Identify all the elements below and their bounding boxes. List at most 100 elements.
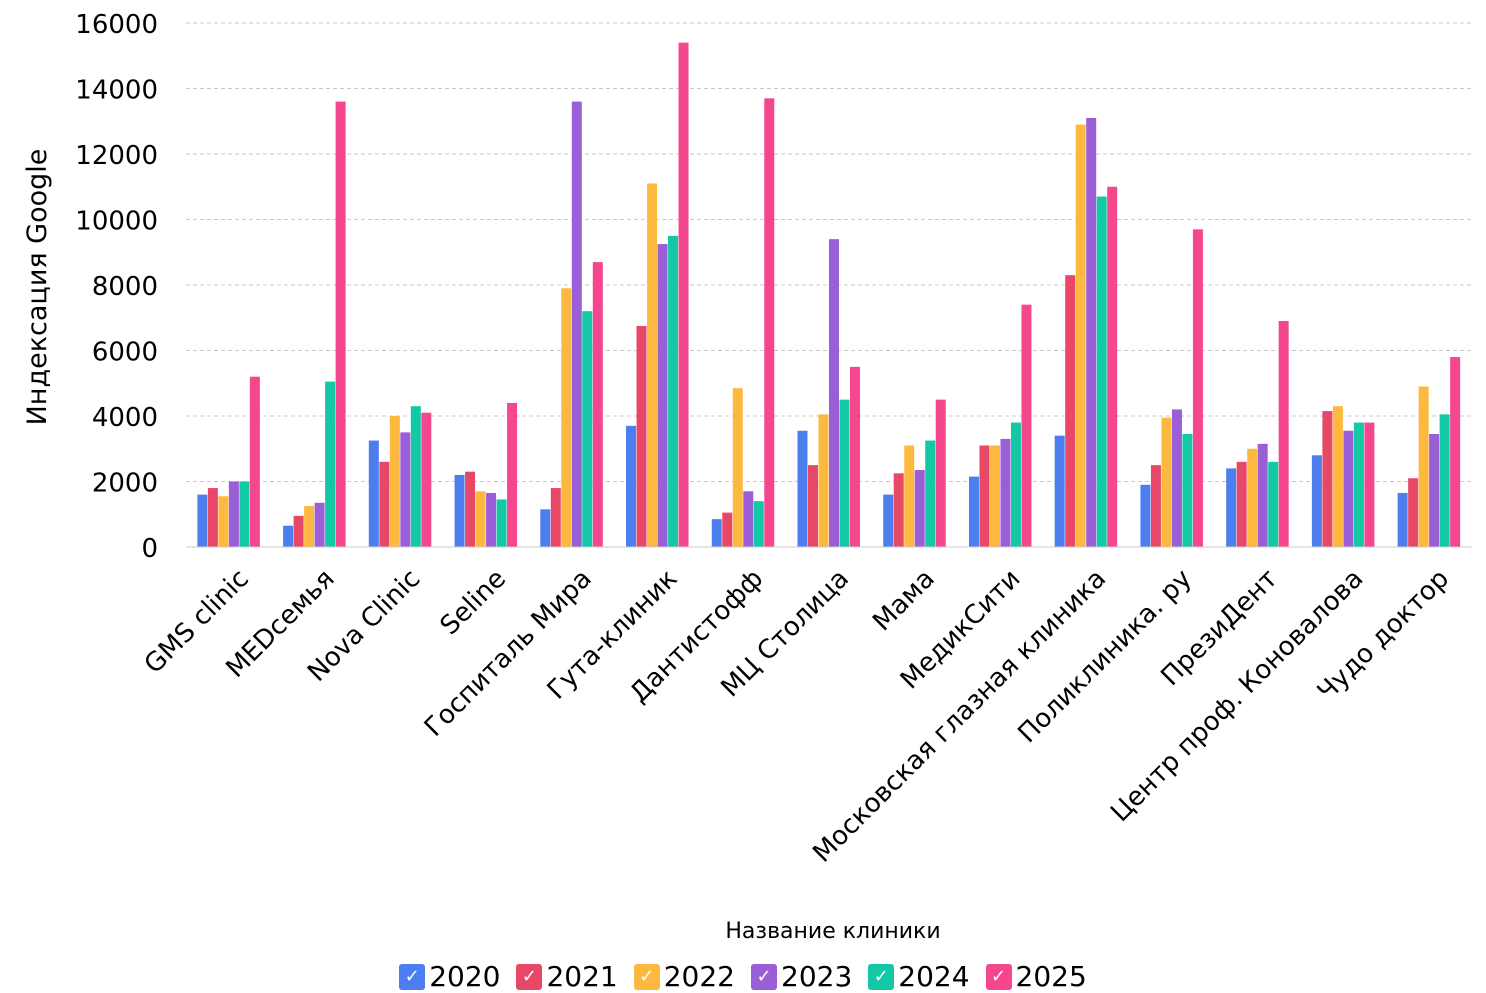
y-tick-label: 0	[141, 534, 158, 564]
bars	[197, 42, 1461, 548]
bar-2022	[389, 416, 400, 547]
bar-2022	[1332, 406, 1343, 547]
bar-2025	[935, 399, 946, 548]
bar-2021	[636, 325, 647, 547]
bar-2025	[1192, 229, 1203, 547]
y-tick-label: 4000	[92, 403, 158, 433]
bar-2024	[1010, 422, 1021, 547]
legend-label: 2020	[429, 960, 501, 993]
checkmark-icon[interactable]: ✓	[868, 963, 895, 990]
bar-2022	[647, 183, 658, 548]
bar-2021	[293, 515, 304, 547]
legend-item-2024[interactable]: ✓ 2024	[868, 960, 970, 993]
bar-2025	[507, 402, 518, 547]
bar-2024	[239, 481, 250, 547]
bar-2021	[808, 465, 818, 548]
bar-2024	[1182, 434, 1193, 547]
legend-item-2025[interactable]: ✓ 2025	[985, 960, 1087, 993]
x-tick-label: Госпиталь Мира	[419, 564, 598, 743]
checkmark-icon[interactable]: ✓	[399, 963, 426, 990]
bar-2025	[335, 101, 346, 547]
y-tick-label: 14000	[75, 76, 158, 106]
bar-2024	[410, 406, 421, 547]
bar-2023	[743, 491, 754, 547]
legend-label: 2023	[781, 960, 853, 993]
legend-item-2023[interactable]: ✓ 2023	[751, 960, 852, 993]
gridlines	[186, 22, 1472, 482]
bar-2020	[197, 494, 208, 547]
bar-2020	[883, 494, 894, 547]
bar-2025	[1450, 357, 1461, 547]
bar-2023	[1086, 117, 1097, 547]
bar-2023	[829, 239, 839, 547]
checkmark-icon[interactable]: ✓	[985, 963, 1012, 990]
legend-label: 2021	[546, 960, 618, 993]
bar-2020	[626, 425, 637, 547]
legend-item-2022[interactable]: ✓ 2022	[633, 960, 735, 993]
checkmark-icon[interactable]: ✓	[516, 963, 543, 990]
bar-2022	[1075, 124, 1086, 548]
bar-2023	[1000, 438, 1011, 547]
bar-2020	[540, 509, 551, 547]
bar-2022	[989, 445, 1000, 547]
bar-2023	[1343, 430, 1354, 547]
bar-2025	[850, 366, 860, 548]
bar-2021	[1150, 465, 1161, 548]
bar-2022	[1418, 386, 1429, 547]
bar-2020	[283, 525, 294, 547]
bar-2023	[657, 244, 668, 547]
bar-2022	[561, 288, 572, 547]
checkmark-icon[interactable]: ✓	[633, 963, 660, 990]
y-axis-ticks: 0 2000 4000 6000 8000 10000 12000 14000 16000	[75, 10, 158, 564]
bar-2022	[475, 491, 486, 547]
bar-2020	[968, 476, 979, 547]
bar-2024	[753, 501, 764, 547]
bar-2020	[797, 430, 808, 547]
bar-2023	[486, 492, 497, 547]
bar-2020	[711, 519, 722, 547]
bar-2024	[496, 499, 507, 547]
y-tick-label: 6000	[92, 338, 158, 368]
legend: ✓ 2020 ✓ 2021 ✓ 2022 ✓ 2023 ✓ 2024 ✓ 2025	[0, 960, 1486, 993]
legend-item-2020[interactable]: ✓ 2020	[399, 960, 500, 993]
bar-2022	[818, 414, 829, 547]
checkmark-icon[interactable]: ✓	[751, 963, 777, 990]
bar-2021	[1065, 275, 1076, 547]
bar-2024	[1439, 414, 1450, 547]
bar-2023	[571, 101, 582, 547]
bar-2021	[893, 473, 904, 547]
bar-2022	[304, 506, 315, 547]
bar-2023	[1429, 434, 1440, 547]
bar-2021	[1408, 478, 1419, 547]
bar-2021	[465, 471, 476, 547]
bar-2021	[550, 488, 561, 547]
y-tick-label: 10000	[75, 207, 158, 237]
legend-label: 2022	[663, 960, 735, 993]
bar-2020	[368, 440, 379, 547]
y-tick-label: 16000	[75, 10, 158, 40]
bar-2022	[904, 445, 915, 547]
bar-2021	[1236, 461, 1247, 547]
bar-2024	[1268, 461, 1279, 547]
y-axis-title: Индексация Google	[22, 149, 53, 426]
bar-2025	[1278, 321, 1289, 547]
bar-2020	[1397, 492, 1408, 547]
bar-2022	[218, 496, 229, 547]
legend-item-2021[interactable]: ✓ 2021	[516, 960, 618, 993]
bar-2024	[1096, 196, 1107, 547]
x-tick-label: Мама	[867, 564, 940, 637]
bar-2025	[249, 376, 260, 547]
bar-2024	[1353, 422, 1364, 547]
bar-2020	[1140, 484, 1151, 547]
x-axis-title: Название клиники	[725, 919, 940, 944]
bar-2025	[421, 412, 432, 547]
bar-2021	[1322, 411, 1333, 547]
bar-2023	[400, 432, 411, 548]
bar-2023	[1257, 443, 1268, 547]
legend-label: 2025	[1015, 960, 1087, 993]
bar-2021	[722, 512, 733, 547]
bar-2023	[914, 470, 925, 547]
bar-2020	[1311, 455, 1322, 547]
y-tick-label: 8000	[92, 272, 158, 302]
